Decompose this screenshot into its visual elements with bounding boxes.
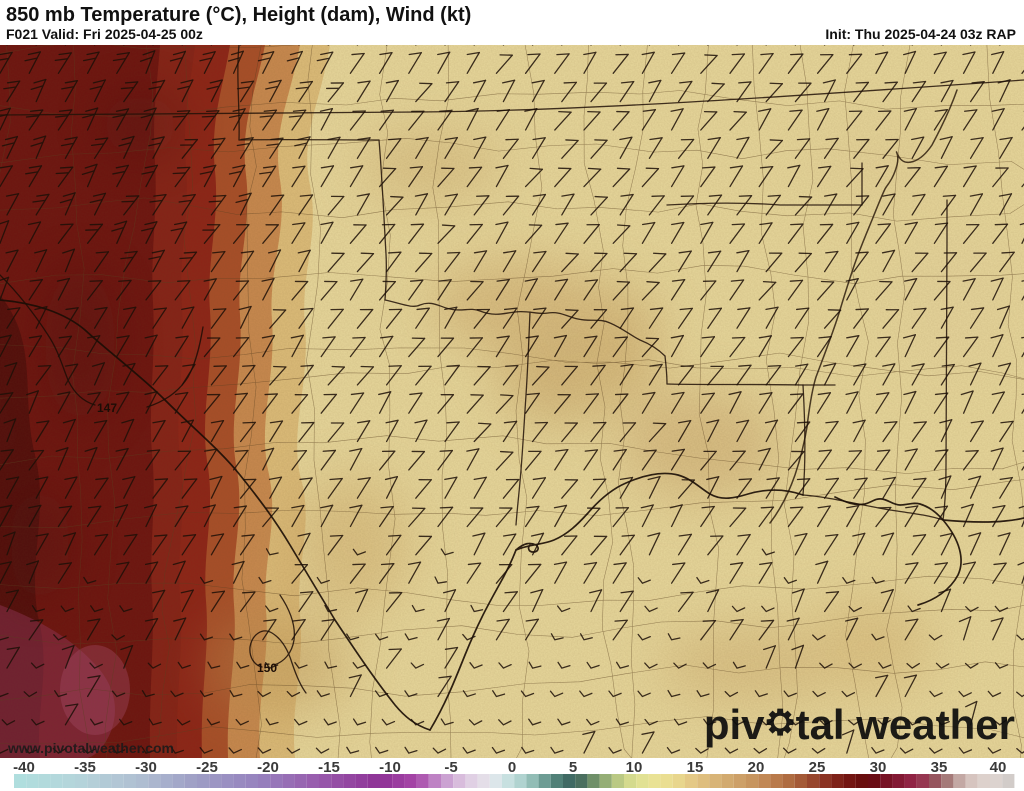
svg-text:147: 147: [97, 401, 117, 415]
svg-text:150: 150: [257, 661, 277, 675]
